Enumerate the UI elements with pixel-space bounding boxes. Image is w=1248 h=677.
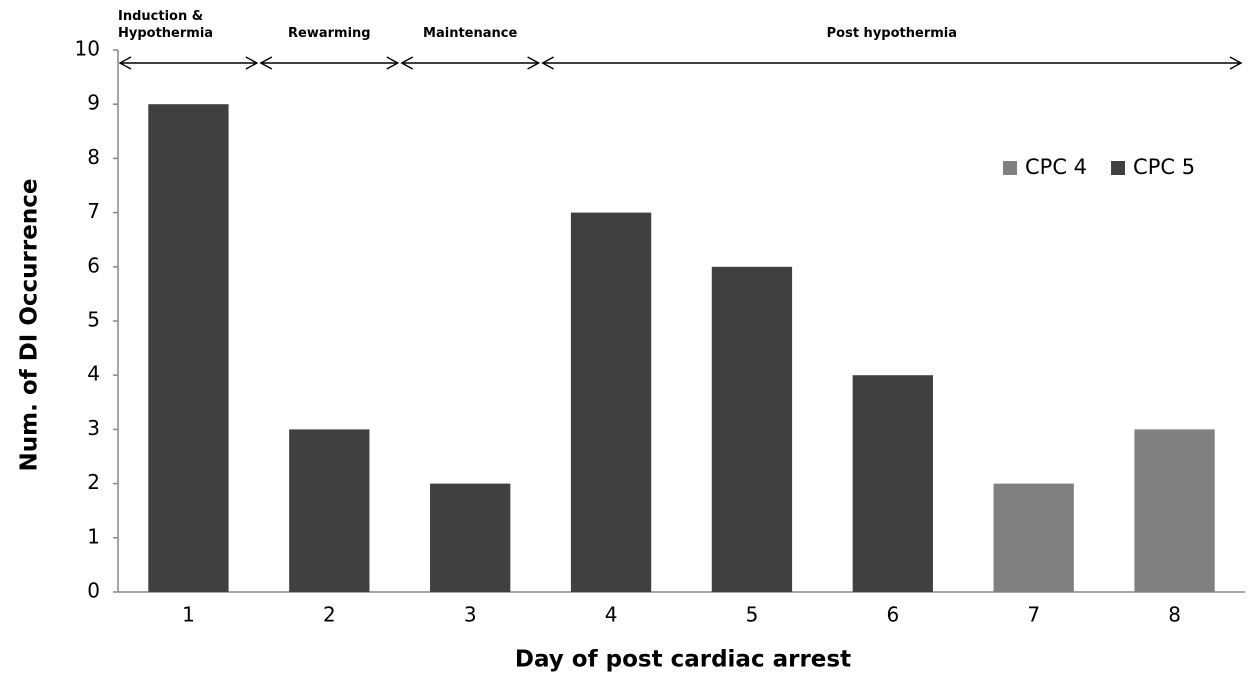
y-tick-label: 2	[87, 470, 100, 494]
bar	[289, 429, 370, 592]
x-tick-label: 4	[605, 603, 618, 627]
bar	[1134, 429, 1215, 592]
bar	[148, 104, 229, 592]
y-tick-label: 8	[87, 145, 100, 169]
y-tick-label: 6	[87, 253, 100, 277]
y-tick-label: 1	[87, 524, 100, 548]
x-tick-label: 7	[1027, 603, 1040, 627]
bar	[430, 483, 511, 592]
phase-label: Maintenance	[423, 26, 518, 41]
legend-label: CPC 4	[1025, 155, 1087, 179]
x-tick-label: 3	[464, 603, 477, 627]
y-axis-title: Num. of DI Occurrence	[17, 179, 43, 472]
phase-label: Induction & Hypothermia	[118, 9, 214, 41]
y-tick-label: 0	[87, 579, 100, 603]
y-tick-label: 9	[87, 91, 100, 115]
bar	[993, 483, 1074, 592]
legend-swatch	[1003, 161, 1017, 175]
x-tick-label: 8	[1168, 603, 1181, 627]
y-tick-label: 4	[87, 362, 100, 386]
x-tick-label: 5	[746, 603, 759, 627]
bar	[570, 212, 652, 592]
legend-swatch	[1111, 161, 1126, 175]
x-tick-label: 2	[323, 603, 336, 627]
x-tick-label: 6	[886, 603, 899, 627]
legend-label: CPC 5	[1133, 155, 1195, 179]
bar	[852, 375, 933, 592]
y-tick-label: 7	[87, 199, 100, 223]
phase-label: Rewarming	[288, 26, 371, 41]
y-tick-label: 3	[87, 416, 100, 440]
phase-label: Post hypothermia	[826, 26, 957, 41]
y-tick-label: 10	[75, 37, 100, 61]
x-tick-label: 1	[182, 603, 195, 627]
x-axis-title: Day of post cardiac arrest	[515, 647, 851, 673]
bar	[711, 266, 793, 592]
y-tick-label: 5	[87, 308, 100, 332]
